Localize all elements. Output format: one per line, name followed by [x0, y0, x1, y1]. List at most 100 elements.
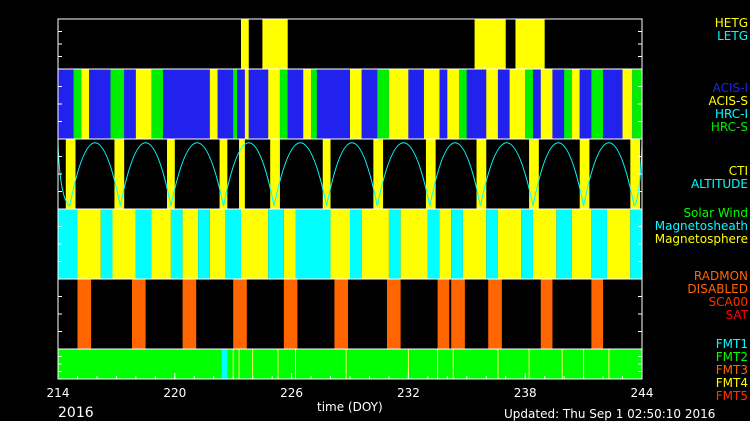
- instrument-segment: [497, 69, 510, 139]
- instrument-segment: [564, 69, 572, 139]
- legend-entry: SCA00: [708, 295, 748, 309]
- environment-segment: [151, 209, 171, 279]
- environment-segment: [225, 209, 241, 279]
- legend-entry: FMT1: [715, 337, 748, 351]
- grating-segment: [515, 19, 545, 69]
- environment-segment: [209, 209, 226, 279]
- legend-entry: DISABLED: [687, 282, 748, 296]
- instrument-segment: [509, 69, 526, 139]
- environment-segment: [100, 209, 113, 279]
- grating-segment: [262, 19, 288, 69]
- instrument-segment: [591, 69, 604, 139]
- environment-segment: [571, 209, 592, 279]
- legend-entry: ALTITUDE: [690, 177, 748, 191]
- radiation-segment: [591, 279, 604, 349]
- instrument-segment: [268, 69, 280, 139]
- environment-segment: [400, 209, 428, 279]
- grating-legend: HETG LETG: [715, 17, 748, 43]
- environment-segment: [361, 209, 389, 279]
- instrument-segment: [89, 69, 111, 139]
- environment-segment: [182, 209, 199, 279]
- x-axis-label: time (DOY): [317, 400, 383, 414]
- instrument-segment: [459, 69, 467, 139]
- format-segment: [221, 349, 228, 379]
- environment-segment: [606, 209, 631, 279]
- instrument-segment: [350, 69, 362, 139]
- environment-segment: [112, 209, 136, 279]
- environment-segment: [388, 209, 401, 279]
- radiation-segment: [540, 279, 553, 349]
- legend-entry: HRC-S: [710, 120, 748, 134]
- instrument-segment: [408, 69, 424, 139]
- instrument-segment: [622, 69, 633, 139]
- instrument-segment: [532, 69, 541, 139]
- instrument-segment: [316, 69, 350, 139]
- legend-entry: HETG: [714, 16, 748, 30]
- radiation-segment: [488, 279, 502, 349]
- environment-segment: [77, 209, 101, 279]
- cti-block: [630, 139, 641, 209]
- environment-segment: [427, 209, 440, 279]
- environment-segment: [135, 209, 152, 279]
- legend-entry: FMT5: [715, 389, 748, 403]
- radiation-segment: [386, 279, 401, 349]
- x-tick-label: 244: [631, 386, 654, 400]
- instrument-segment: [279, 69, 288, 139]
- grating-segment: [240, 19, 249, 69]
- instrument-segment: [579, 69, 592, 139]
- legend-entry: ACIS-S: [708, 94, 748, 108]
- radiation-frame: [57, 278, 643, 350]
- instrument-segment: [303, 69, 312, 139]
- legend-entry: SAT: [725, 308, 748, 322]
- instrument-segment: [124, 69, 136, 139]
- legend-entry: Magnetosheath: [654, 219, 748, 233]
- instrument-segment: [311, 69, 317, 139]
- environment-segment: [521, 209, 533, 279]
- legend-entry: Solar Wind: [683, 206, 748, 220]
- environment-segment: [350, 209, 362, 279]
- environment-segment: [532, 209, 557, 279]
- x-tick-label: 232: [397, 386, 420, 400]
- radiation-segment: [233, 279, 247, 349]
- environment-segment: [58, 209, 78, 279]
- radiation-segment: [334, 279, 349, 349]
- cti-block: [114, 139, 125, 209]
- instrument-segment: [361, 69, 378, 139]
- instrument-segment: [552, 69, 565, 139]
- updated-timestamp: Updated: Thu Sep 1 02:50:10 2016: [504, 407, 716, 421]
- environment-segment: [451, 209, 463, 279]
- instrument-segment: [423, 69, 440, 139]
- legend-entry: FMT4: [715, 376, 748, 390]
- cti-block: [270, 139, 280, 209]
- radiation-segment: [77, 279, 92, 349]
- legend-entry: HRC-I: [714, 107, 748, 121]
- year-label: 2016: [58, 405, 94, 421]
- cti-block: [529, 139, 539, 209]
- cti-block: [476, 139, 487, 209]
- environment-segment: [497, 209, 522, 279]
- instrument-segment: [439, 69, 448, 139]
- format-legend: FMT1 FMT2 FMT3 FMT4 FMT5: [716, 338, 748, 403]
- environment-segment: [486, 209, 498, 279]
- environment-segment: [240, 209, 269, 279]
- radiation-segment: [131, 279, 146, 349]
- legend-entry: FMT3: [715, 363, 748, 377]
- cti-block: [239, 139, 245, 209]
- grating-segment: [474, 19, 506, 69]
- environment-segment: [556, 209, 572, 279]
- radiation-segment: [451, 279, 465, 349]
- instrument-segment: [233, 69, 238, 139]
- instrument-segment: [110, 69, 125, 139]
- instrument-segment: [466, 69, 487, 139]
- format-background: [58, 349, 642, 379]
- instrument-segment: [217, 69, 234, 139]
- instrument-segment: [632, 69, 642, 139]
- x-tick-label: 220: [163, 386, 186, 400]
- x-tick-label: 226: [280, 386, 303, 400]
- instrument-segment: [248, 69, 269, 139]
- environment-segment: [283, 209, 296, 279]
- instrument-segment: [135, 69, 152, 139]
- legend-entry: FMT2: [715, 350, 748, 364]
- instrument-segment: [237, 69, 245, 139]
